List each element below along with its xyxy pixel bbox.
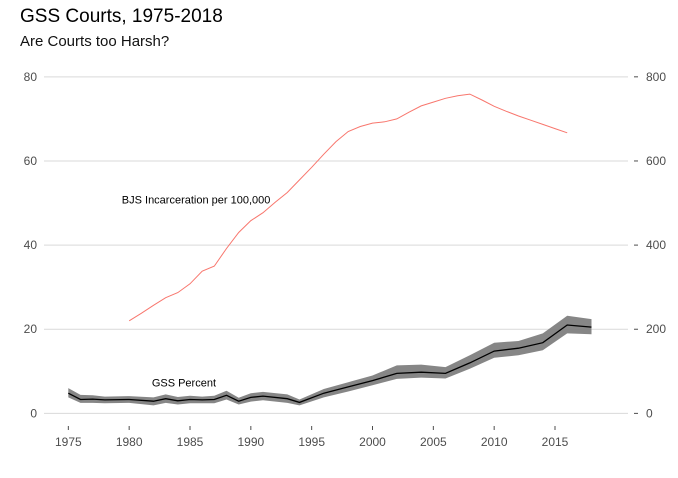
y-tick-label: 20 xyxy=(24,322,38,336)
confidence-band-1 xyxy=(68,315,592,406)
x-tick-label: 1975 xyxy=(55,435,82,449)
y2-tick-label: 200 xyxy=(646,322,666,336)
annotation-label: GSS Percent xyxy=(152,378,216,390)
x-tick-label: 1995 xyxy=(298,435,325,449)
chart-title: GSS Courts, 1975-2018 xyxy=(20,6,223,27)
y-tick-label: 80 xyxy=(24,70,38,84)
y-tick-label: 40 xyxy=(24,238,38,252)
annotation-label: BJS Incarceration per 100,000 xyxy=(122,195,271,207)
x-tick-label: 2010 xyxy=(481,435,508,449)
y-tick-label: 60 xyxy=(24,154,38,168)
x-tick-label: 1985 xyxy=(177,435,204,449)
y2-tick-label: 0 xyxy=(646,406,653,420)
series-line-1 xyxy=(68,324,592,404)
x-tick-label: 2005 xyxy=(420,435,447,449)
series-line-0 xyxy=(128,93,568,322)
x-tick-label: 2015 xyxy=(542,435,569,449)
y2-tick-label: 400 xyxy=(646,238,666,252)
x-tick-label: 1990 xyxy=(237,435,264,449)
x-tick-label: 2000 xyxy=(359,435,386,449)
y2-tick-label: 600 xyxy=(646,154,666,168)
chart-subtitle: Are Courts too Harsh? xyxy=(20,33,170,50)
y2-tick-label: 800 xyxy=(646,70,666,84)
x-tick-label: 1980 xyxy=(116,435,143,449)
y-tick-label: 0 xyxy=(30,406,37,420)
